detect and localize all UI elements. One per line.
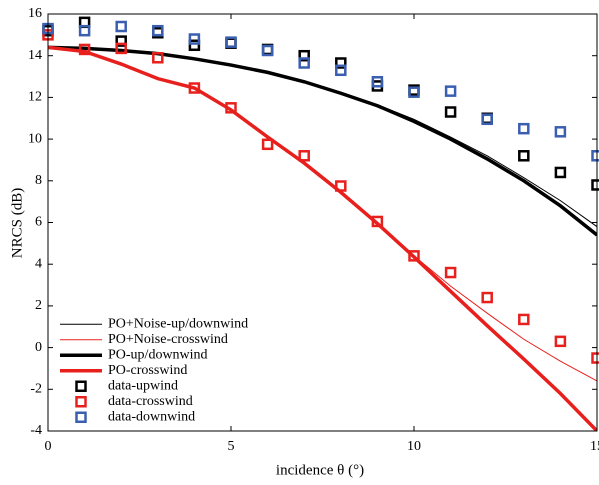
marker — [554, 126, 567, 138]
marker — [591, 352, 599, 364]
marker — [188, 39, 201, 52]
y-tick-label: 0 — [35, 340, 42, 355]
legend-marker — [75, 396, 87, 408]
marker — [115, 42, 127, 55]
axes-frame — [47, 13, 598, 432]
marker — [518, 150, 530, 162]
marker — [78, 24, 91, 37]
legend-label: data-upwind — [108, 378, 178, 393]
marker — [298, 57, 310, 69]
marker — [115, 20, 127, 33]
marker — [188, 33, 201, 45]
marker — [518, 313, 530, 326]
y-axis-label: NRCS (dB) — [9, 188, 25, 258]
x-tick-label: 5 — [228, 439, 235, 454]
legend-label: PO-crosswind — [108, 363, 187, 378]
x-axis-label: incidence θ (°) — [276, 462, 364, 478]
y-tick-label: 12 — [28, 90, 42, 105]
line — [48, 45, 597, 431]
y-tick-label: -2 — [30, 382, 42, 397]
marker — [152, 52, 164, 64]
marker — [335, 64, 347, 77]
y-tick-label: 16 — [28, 6, 42, 21]
marker — [371, 215, 384, 228]
marker — [444, 85, 457, 97]
marker — [408, 250, 420, 262]
marker — [78, 43, 91, 56]
legend-label: data-downwind — [108, 409, 195, 424]
marker — [591, 179, 599, 191]
marker — [225, 36, 237, 48]
legend-label: PO+Noise-crosswind — [108, 332, 228, 347]
x-tick-label: 15 — [590, 439, 599, 454]
line — [48, 45, 597, 237]
marker — [152, 24, 164, 37]
marker — [591, 150, 599, 162]
legend-label: PO+Noise-up/downwind — [108, 316, 248, 331]
marker — [444, 106, 457, 118]
line — [48, 46, 597, 228]
marker — [408, 86, 420, 98]
marker — [298, 150, 310, 162]
marker — [444, 266, 457, 279]
plot-area — [48, 45, 597, 431]
legend-marker — [75, 380, 87, 392]
marker — [554, 335, 567, 348]
y-tick-label: 8 — [35, 173, 42, 188]
legend-marker — [75, 411, 87, 423]
marker — [481, 291, 493, 304]
marker — [261, 44, 274, 57]
x-tick-label: 0 — [45, 439, 52, 454]
legend-label: PO-up/downwind — [108, 347, 208, 362]
marker — [115, 35, 127, 47]
marker — [335, 180, 347, 192]
marker — [518, 122, 530, 135]
y-tick-label: 10 — [28, 131, 42, 146]
marker — [554, 166, 567, 179]
marker — [225, 102, 237, 114]
marker — [335, 57, 347, 69]
x-tick-label: 10 — [407, 439, 421, 454]
y-tick-label: 4 — [35, 256, 42, 271]
y-tick-label: 2 — [35, 298, 42, 313]
marker — [371, 76, 384, 88]
y-tick-label: 14 — [28, 48, 42, 63]
y-tick-label: -4 — [30, 423, 42, 438]
marker — [261, 138, 274, 151]
marker — [188, 82, 201, 94]
marker — [481, 113, 493, 126]
legend-label: data-crosswind — [108, 394, 193, 409]
y-tick-label: 6 — [35, 215, 42, 230]
marker — [298, 49, 310, 62]
